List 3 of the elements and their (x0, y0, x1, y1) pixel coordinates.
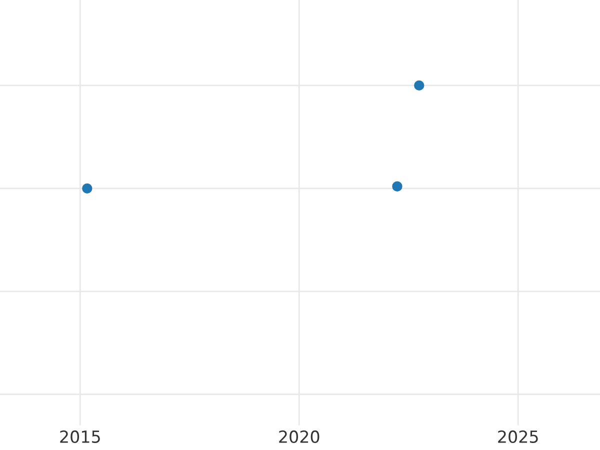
x-tick-label: 2020 (279, 430, 320, 444)
x-tick-label: 2025 (498, 430, 538, 444)
x-tick-label: 2015 (60, 430, 100, 444)
